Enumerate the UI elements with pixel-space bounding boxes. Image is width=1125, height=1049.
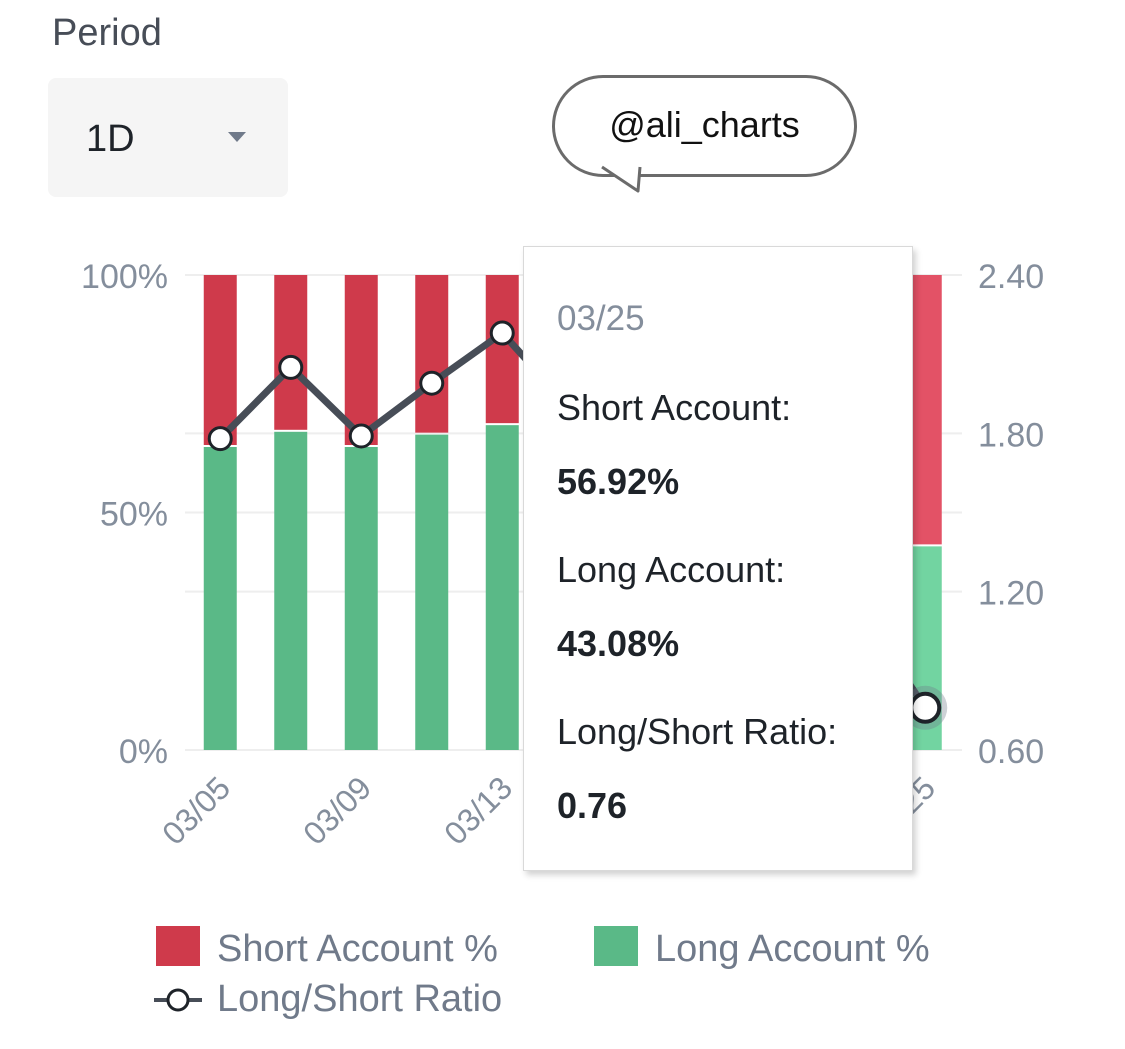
tooltip-long-label: Long Account:	[557, 549, 786, 590]
watermark-bubble-tail	[601, 165, 642, 193]
watermark-text: @ali_charts	[609, 104, 800, 145]
y-left-tick-label: 100%	[81, 258, 168, 296]
ratio-point	[348, 423, 374, 449]
ratio-line-segment	[357, 379, 436, 440]
x-tick-label: 03/13	[437, 769, 519, 851]
chart-tooltip: 03/25 Short Account: 56.92% Long Account…	[523, 246, 913, 871]
period-select[interactable]: 1D	[48, 78, 288, 197]
tooltip-date: 03/25	[557, 299, 645, 338]
period-label: Period	[52, 12, 162, 54]
legend-short-label[interactable]: Short Account %	[217, 928, 498, 970]
ratio-point	[909, 691, 942, 724]
bar-long	[274, 431, 308, 750]
watermark-bubble: @ali_charts	[552, 75, 857, 177]
y-left-tick-label: 50%	[100, 496, 168, 534]
y-right-tick-label: 1.80	[978, 416, 1044, 454]
bar-short	[344, 275, 378, 445]
bar-long	[344, 447, 378, 750]
bar-short	[274, 275, 308, 430]
ratio-point	[489, 320, 515, 346]
y-left-tick-label: 0%	[119, 733, 168, 771]
bar-long	[485, 425, 519, 750]
ratio-line-segment	[216, 363, 295, 443]
ratio-point	[419, 370, 445, 396]
x-tick-label: 03/09	[296, 769, 378, 851]
ratio-line-segment	[287, 363, 365, 440]
ratio-line-segment	[428, 329, 506, 387]
bar-short	[203, 275, 237, 445]
bar-long	[415, 434, 449, 750]
legend-ratio-label[interactable]: Long/Short Ratio	[217, 978, 503, 1020]
tooltip-long-value: 43.08%	[557, 623, 680, 664]
x-tick-label: 03/05	[155, 769, 237, 851]
tooltip-ratio-label: Long/Short Ratio:	[557, 711, 838, 752]
bar-short	[415, 275, 449, 433]
bar-long	[203, 447, 237, 750]
bar-short	[908, 275, 942, 545]
legend-long-swatch	[594, 926, 638, 966]
tooltip-short-value: 56.92%	[557, 461, 680, 502]
y-right-tick-label: 0.60	[978, 733, 1044, 771]
period-value: 1D	[86, 118, 135, 160]
chevron-down-icon	[228, 132, 246, 142]
tooltip-short-label: Short Account:	[557, 387, 792, 428]
y-right-tick-label: 1.20	[978, 575, 1044, 613]
ratio-point	[207, 426, 233, 452]
y-right-tick-label: 2.40	[978, 258, 1044, 296]
tooltip-ratio-value: 0.76	[557, 785, 628, 826]
ratio-point	[278, 354, 304, 380]
legend-short-swatch	[156, 926, 200, 966]
legend-ratio-icon	[154, 988, 202, 1012]
legend-long-label[interactable]: Long Account %	[655, 928, 930, 970]
